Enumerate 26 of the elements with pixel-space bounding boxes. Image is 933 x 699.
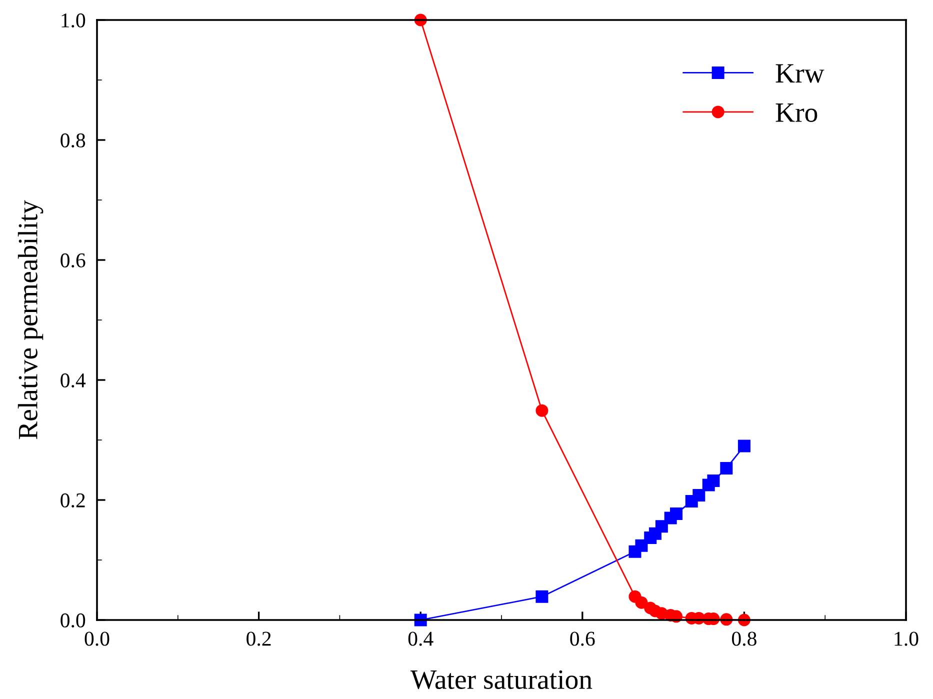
point (670, 508, 682, 520)
y-tick-label: 0.4 (60, 373, 86, 388)
point (720, 462, 733, 474)
point (635, 539, 648, 552)
y-tick-label: 0.8 (60, 133, 86, 148)
text: 1.0 (62, 13, 86, 28)
point (536, 590, 548, 603)
y-tick-label: 0.2 (60, 493, 85, 508)
legend-label: Kro (776, 104, 818, 122)
legend-label: Krw (776, 64, 824, 83)
point (536, 404, 548, 417)
x-tick-label: 0.8 (732, 632, 756, 646)
x-tick-label: 0.6 (570, 632, 595, 646)
y-tick-label: 0.6 (60, 253, 86, 268)
point (635, 596, 648, 609)
text: 0.0 (60, 613, 86, 628)
y-axis-title: Relative permeability (18, 200, 44, 440)
x-tick-label: 0.2 (246, 632, 271, 646)
x-tick-label: 0.4 (408, 632, 434, 646)
point (738, 440, 750, 452)
text: 0.0 (84, 632, 110, 646)
x-axis-title: Water saturation (410, 670, 592, 690)
point (707, 474, 720, 488)
text: 1.0 (894, 632, 918, 646)
point (655, 520, 668, 533)
point (692, 488, 706, 502)
